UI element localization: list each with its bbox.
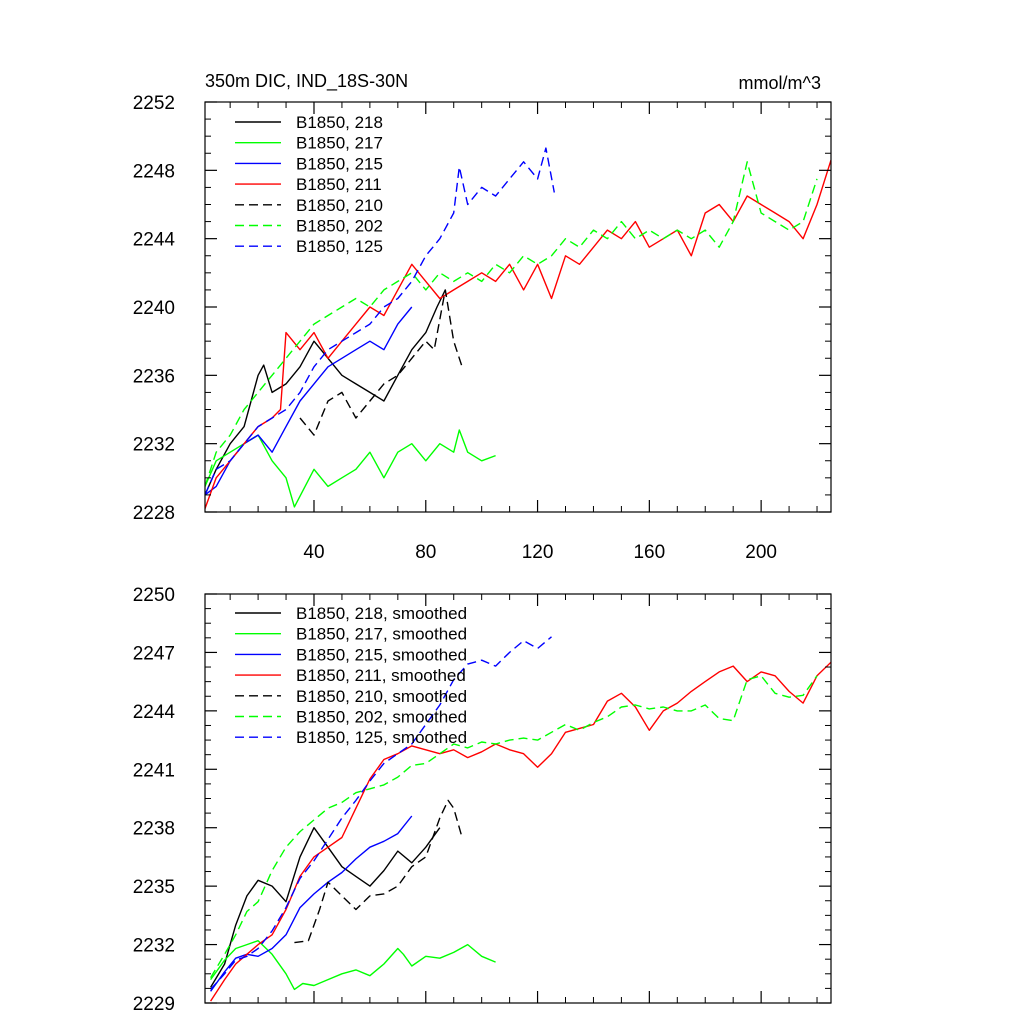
series-line-3 bbox=[205, 306, 413, 496]
y-tick-label: 2247 bbox=[133, 643, 175, 664]
series-line-6 bbox=[205, 161, 818, 487]
legend-label-7: B1850, 125 bbox=[296, 237, 383, 256]
series-line-5 bbox=[294, 799, 463, 944]
series-group bbox=[209, 636, 831, 1002]
y-tick-label: 2232 bbox=[133, 936, 175, 957]
legend-label-7: B1850, 125, smoothed bbox=[296, 728, 467, 747]
y-tick-label: 2238 bbox=[133, 819, 175, 840]
series-line-6 bbox=[209, 675, 818, 979]
series-line-2 bbox=[210, 940, 496, 991]
y-axis: 2228 2232 2236 2240 2244 2248 2252 bbox=[133, 93, 831, 524]
y-tick-label: 2244 bbox=[133, 702, 176, 723]
y-tick-label: 2235 bbox=[133, 877, 175, 898]
y-tick-label: 2240 bbox=[133, 298, 175, 319]
legend-label-4: B1850, 211, smoothed bbox=[296, 666, 466, 685]
series-line-1 bbox=[209, 827, 441, 988]
series-line-5 bbox=[299, 289, 463, 436]
y-tick-label: 2244 bbox=[133, 230, 176, 251]
legend-label-6: B1850, 202, smoothed bbox=[296, 708, 467, 727]
legend-label-4: B1850, 211 bbox=[296, 175, 382, 194]
x-tick-label: 160 bbox=[633, 542, 665, 563]
legend-label-3: B1850, 215 bbox=[296, 154, 383, 173]
chart-title: 350m DIC, IND_18S-30N bbox=[205, 71, 408, 92]
series-line-4 bbox=[205, 159, 831, 509]
x-tick-label: 120 bbox=[522, 542, 554, 563]
legend-label-5: B1850, 210 bbox=[296, 196, 383, 215]
y-tick-label: 2232 bbox=[133, 435, 175, 456]
y-tick-label: 2250 bbox=[133, 585, 175, 606]
series-line-1 bbox=[205, 289, 446, 496]
y-tick-label: 2229 bbox=[133, 994, 175, 1015]
y-axis: 2229 2232 2235 2238 2241 2244 2247 2250 bbox=[133, 585, 831, 1015]
series-group bbox=[205, 147, 831, 509]
legend-label-3: B1850, 215, smoothed bbox=[296, 645, 467, 664]
y-tick-label: 2236 bbox=[133, 366, 175, 387]
legend-label-6: B1850, 202 bbox=[296, 217, 383, 236]
x-tick-label: 80 bbox=[415, 542, 436, 563]
legend-label-1: B1850, 218 bbox=[296, 113, 383, 132]
legend: B1850, 218, smoothed B1850, 217, smoothed… bbox=[235, 604, 467, 747]
legend-label-5: B1850, 210, smoothed bbox=[296, 687, 467, 706]
x-tick-label: 200 bbox=[745, 542, 777, 563]
legend-label-2: B1850, 217, smoothed bbox=[296, 625, 467, 644]
x-axis: 40 80 120 160 200 bbox=[229, 102, 818, 563]
y-tick-label: 2248 bbox=[133, 161, 175, 182]
y-tick-label: 2241 bbox=[133, 760, 175, 781]
bottom-panel: B1850, 218, smoothed B1850, 217, smoothed… bbox=[133, 585, 832, 1015]
legend-label-2: B1850, 217 bbox=[296, 134, 383, 153]
x-axis bbox=[229, 594, 818, 1003]
chart-units: mmol/m^3 bbox=[739, 73, 821, 93]
x-tick-label: 40 bbox=[303, 542, 324, 563]
y-tick-label: 2252 bbox=[133, 93, 175, 114]
y-tick-label: 2228 bbox=[133, 503, 175, 524]
legend-label-1: B1850, 218, smoothed bbox=[296, 604, 467, 623]
series-line-4 bbox=[210, 661, 831, 1002]
series-line-3 bbox=[210, 815, 413, 992]
series-line-7 bbox=[205, 147, 555, 496]
